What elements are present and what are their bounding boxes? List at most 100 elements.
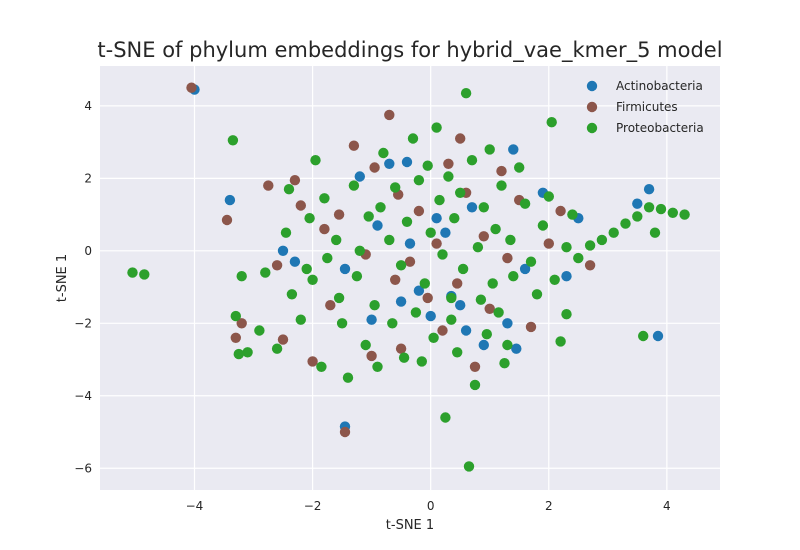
data-point bbox=[295, 200, 306, 211]
data-point bbox=[319, 193, 330, 204]
data-point bbox=[652, 330, 664, 342]
data-point bbox=[484, 144, 495, 155]
data-point bbox=[139, 269, 150, 280]
data-point bbox=[398, 352, 410, 363]
x-tick-label: 4 bbox=[663, 499, 671, 513]
data-point bbox=[496, 165, 507, 177]
data-point bbox=[561, 242, 572, 253]
x-tick-label: 0 bbox=[427, 499, 435, 513]
legend-label: Proteobacteria bbox=[616, 121, 704, 135]
data-point bbox=[425, 310, 436, 322]
data-point bbox=[395, 343, 407, 354]
data-point bbox=[649, 227, 661, 238]
data-point bbox=[277, 334, 289, 345]
data-point bbox=[443, 171, 454, 182]
data-point bbox=[331, 234, 342, 246]
legend-marker bbox=[586, 122, 598, 134]
data-point bbox=[410, 307, 422, 318]
data-point bbox=[390, 182, 401, 193]
y-tick-label: −4 bbox=[74, 389, 92, 403]
data-point bbox=[511, 343, 522, 354]
data-point bbox=[525, 256, 537, 267]
data-point bbox=[469, 379, 481, 391]
x-axis-label: t-SNE 1 bbox=[386, 518, 434, 533]
data-point bbox=[230, 332, 241, 343]
data-point bbox=[457, 263, 469, 275]
data-point bbox=[437, 325, 448, 336]
data-point bbox=[455, 187, 466, 198]
data-point bbox=[401, 156, 413, 168]
scatter-points bbox=[127, 82, 690, 472]
data-point bbox=[242, 347, 253, 358]
data-point bbox=[351, 271, 363, 282]
data-point bbox=[401, 216, 413, 227]
data-point bbox=[422, 292, 433, 304]
y-tick-label: 2 bbox=[84, 171, 92, 185]
data-point bbox=[236, 318, 247, 329]
data-point bbox=[260, 267, 271, 278]
data-point bbox=[508, 144, 519, 155]
data-point bbox=[425, 227, 436, 238]
data-point bbox=[413, 205, 425, 217]
data-point bbox=[333, 209, 345, 220]
y-tick-label: 0 bbox=[84, 244, 92, 258]
y-tick-label: −2 bbox=[74, 316, 92, 330]
data-point bbox=[561, 271, 572, 282]
data-point bbox=[632, 198, 643, 209]
data-point bbox=[452, 278, 463, 289]
data-point bbox=[549, 274, 560, 285]
data-point bbox=[289, 256, 301, 267]
data-point bbox=[555, 205, 566, 217]
data-point bbox=[366, 350, 377, 362]
legend-label: Actinobacteria bbox=[616, 79, 703, 93]
data-point bbox=[387, 318, 398, 329]
data-point bbox=[233, 348, 244, 360]
data-point bbox=[643, 184, 655, 195]
data-point bbox=[307, 274, 318, 285]
data-point bbox=[434, 194, 445, 206]
x-tick-label: 2 bbox=[545, 499, 553, 513]
data-point bbox=[342, 372, 354, 383]
data-point bbox=[537, 220, 549, 231]
data-point bbox=[230, 310, 241, 322]
data-point bbox=[384, 158, 395, 169]
data-point bbox=[487, 278, 498, 289]
data-point bbox=[236, 271, 247, 282]
data-point bbox=[375, 202, 386, 213]
data-point bbox=[263, 180, 274, 191]
data-point bbox=[608, 227, 619, 238]
x-tick-label: −2 bbox=[304, 499, 322, 513]
data-point bbox=[443, 158, 454, 169]
data-point bbox=[596, 234, 608, 246]
data-point bbox=[369, 162, 380, 173]
data-point bbox=[333, 292, 345, 304]
data-point bbox=[348, 180, 360, 191]
data-point bbox=[514, 162, 525, 173]
data-point bbox=[354, 171, 365, 182]
data-point bbox=[325, 300, 336, 311]
data-point bbox=[584, 240, 596, 251]
y-tick-label: 4 bbox=[84, 99, 92, 113]
data-point bbox=[422, 160, 433, 171]
data-point bbox=[390, 274, 401, 285]
data-point bbox=[519, 198, 531, 209]
data-point bbox=[584, 260, 596, 271]
data-point bbox=[369, 300, 380, 311]
data-point bbox=[449, 213, 460, 224]
data-point bbox=[446, 314, 457, 325]
data-point bbox=[469, 361, 481, 372]
chart-title: t-SNE of phylum embeddings for hybrid_va… bbox=[97, 38, 722, 63]
data-point bbox=[519, 263, 531, 275]
data-point bbox=[543, 238, 554, 249]
data-point bbox=[316, 361, 327, 372]
data-point bbox=[286, 289, 298, 300]
data-point bbox=[348, 140, 360, 151]
data-point bbox=[460, 88, 472, 99]
data-point bbox=[508, 271, 519, 282]
data-point bbox=[363, 211, 374, 222]
data-point bbox=[502, 252, 513, 264]
data-point bbox=[505, 234, 516, 246]
data-point bbox=[478, 231, 489, 242]
data-point bbox=[271, 343, 283, 354]
data-point bbox=[413, 175, 425, 186]
